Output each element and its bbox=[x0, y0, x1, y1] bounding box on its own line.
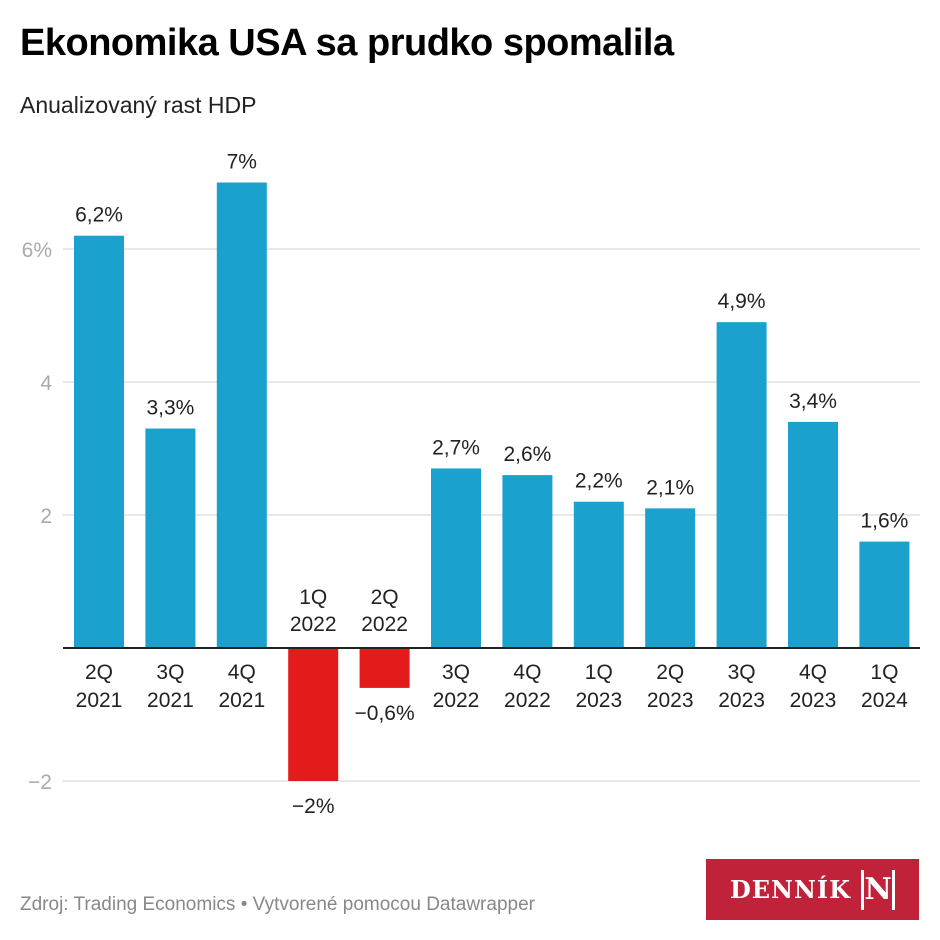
bar bbox=[74, 235, 124, 648]
logo-n-icon: N bbox=[861, 869, 896, 910]
x-tick-label-year: 2023 bbox=[790, 689, 837, 712]
value-label: 3,4% bbox=[789, 390, 837, 413]
y-tick-label: −2 bbox=[28, 771, 52, 794]
bar bbox=[288, 648, 339, 781]
bar bbox=[645, 508, 696, 648]
x-tick-label-year: 2021 bbox=[76, 689, 123, 712]
x-tick-label-year: 2021 bbox=[147, 689, 194, 712]
y-tick-label: 4 bbox=[40, 372, 52, 395]
bar bbox=[573, 501, 624, 648]
x-tick-label-quarter: 1Q bbox=[870, 661, 898, 684]
bar bbox=[431, 468, 481, 648]
logo-text: DENNÍK bbox=[729, 875, 852, 904]
x-tick-label-quarter: 4Q bbox=[513, 661, 541, 684]
x-tick-label-quarter: 3Q bbox=[728, 661, 756, 684]
value-label: 7% bbox=[227, 151, 257, 174]
bar bbox=[145, 428, 196, 648]
value-label: 2,1% bbox=[646, 476, 694, 499]
y-tick-label: 6% bbox=[22, 239, 52, 262]
value-label: 2,7% bbox=[432, 436, 480, 459]
value-label: 4,9% bbox=[718, 290, 766, 313]
x-tick-label-quarter: 1Q bbox=[299, 586, 327, 609]
bar bbox=[788, 421, 838, 648]
x-tick-label-year: 2022 bbox=[433, 689, 480, 712]
bar-chart: 6% 4 2 −2 6,2% 2Q 2021 3,3% 3Q 2021 7% 4Q 2021 −2% 1Q 2… bbox=[22, 151, 920, 818]
bar bbox=[859, 541, 910, 648]
source-note: Zdroj: Trading Economics • Vytvorené pom… bbox=[20, 894, 535, 915]
y-tick-label: 2 bbox=[40, 505, 52, 528]
x-tick-label-quarter: 4Q bbox=[228, 661, 256, 684]
bar bbox=[216, 182, 267, 648]
x-tick-label-year: 2023 bbox=[718, 689, 765, 712]
value-label: −0,6% bbox=[355, 702, 415, 725]
chart-title: Ekonomika USA sa prudko spomalila bbox=[20, 22, 674, 64]
value-label: 1,6% bbox=[860, 510, 908, 533]
x-tick-label-quarter: 2Q bbox=[371, 586, 399, 609]
x-tick-label-year: 2022 bbox=[504, 689, 551, 712]
x-tick-label-year: 2023 bbox=[647, 689, 694, 712]
value-label: −2% bbox=[292, 795, 335, 818]
x-tick-label-quarter: 2Q bbox=[85, 661, 113, 684]
x-tick-label-quarter: 4Q bbox=[799, 661, 827, 684]
value-label: 2,2% bbox=[575, 470, 623, 493]
x-tick-label-quarter: 3Q bbox=[156, 661, 184, 684]
value-label: 2,6% bbox=[503, 443, 551, 466]
value-label: 6,2% bbox=[75, 204, 123, 227]
x-tick-label-year: 2024 bbox=[861, 689, 908, 712]
x-tick-label-quarter: 3Q bbox=[442, 661, 470, 684]
x-tick-label-year: 2023 bbox=[575, 689, 622, 712]
dennik-n-logo[interactable]: DENNÍK N bbox=[706, 859, 919, 920]
value-label: 3,3% bbox=[146, 397, 194, 420]
bar bbox=[502, 475, 553, 648]
chart-subtitle: Anualizovaný rast HDP bbox=[20, 92, 257, 118]
x-tick-label-year: 2021 bbox=[218, 689, 265, 712]
bar bbox=[359, 648, 410, 688]
x-tick-label-year: 2022 bbox=[361, 613, 408, 636]
x-tick-label-quarter: 2Q bbox=[656, 661, 684, 684]
x-tick-label-quarter: 1Q bbox=[585, 661, 613, 684]
x-tick-label-year: 2022 bbox=[290, 613, 337, 636]
bar bbox=[716, 322, 767, 648]
